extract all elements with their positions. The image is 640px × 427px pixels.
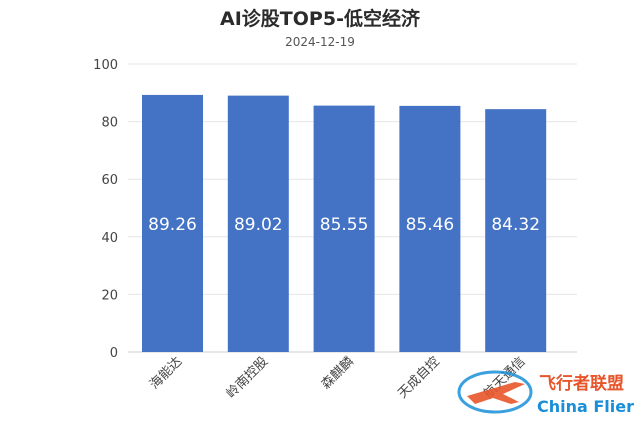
y-tick-label: 100 <box>93 58 118 73</box>
bar <box>313 105 375 352</box>
y-tick-label: 80 <box>101 116 118 131</box>
x-category-label: 天成自控 <box>395 354 442 401</box>
x-category-label: 森麒麟 <box>318 354 357 393</box>
value-labels: 89.26 89.02 85.55 85.46 84.32 <box>148 215 540 235</box>
y-axis-ticks: 0 20 40 60 80 100 <box>93 58 118 361</box>
bar-value-label: 85.46 <box>406 215 455 235</box>
x-category-label: 岭南控股 <box>223 354 271 402</box>
bar <box>227 95 289 352</box>
bar-value-label: 89.26 <box>148 215 197 235</box>
airplane-logo-icon <box>457 370 533 414</box>
watermark-logo: 飞行者联盟 China Flier <box>457 370 634 416</box>
bar <box>142 94 203 352</box>
bars <box>142 94 547 352</box>
y-tick-label: 0 <box>110 346 118 361</box>
chart-title: AI诊股TOP5-低空经济 <box>220 8 420 30</box>
y-tick-label: 60 <box>101 173 118 188</box>
chart-subtitle: 2024-12-19 <box>285 35 355 49</box>
y-tick-label: 40 <box>101 231 118 246</box>
bar-value-label: 84.32 <box>491 215 540 235</box>
watermark-text-en: China Flier <box>537 397 634 416</box>
y-tick-label: 20 <box>101 288 118 303</box>
bar-value-label: 85.55 <box>320 215 369 235</box>
watermark-text-cn: 飞行者联盟 <box>539 373 624 394</box>
bar <box>399 105 461 352</box>
x-category-label: 海能达 <box>147 354 185 392</box>
bar <box>485 109 547 352</box>
bar-value-label: 89.02 <box>234 215 283 235</box>
